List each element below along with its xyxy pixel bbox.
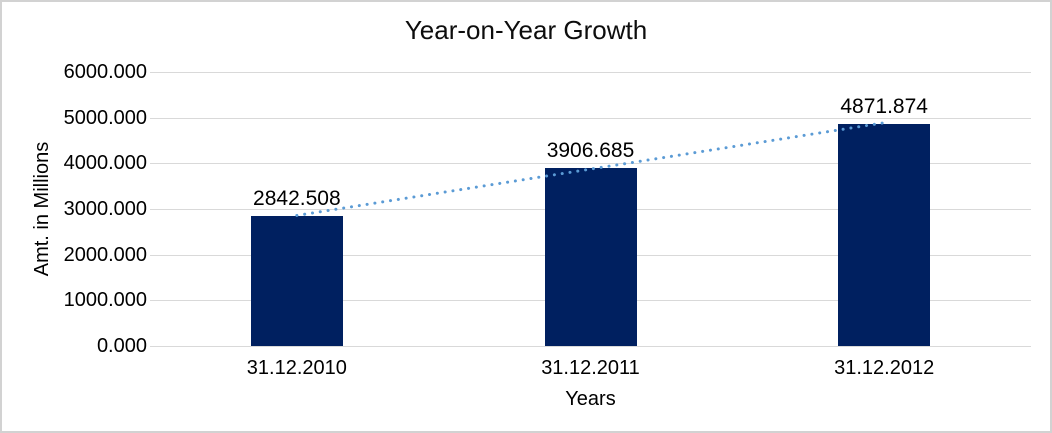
y-axis-tick-label: 3000.000 [63,198,147,220]
gridline [150,346,1031,347]
plot-area: 2842.508 31.12.2010 3906.685 31.12.2011 4871… [150,72,1031,379]
y-axis-tick-label: 4000.000 [63,152,147,175]
bar-31.12.2011 [544,167,637,346]
data-label: 3906.685 [546,138,635,162]
x-axis-title: Years [565,388,616,410]
chart-title: Year-on-Year Growth [404,15,648,45]
y-axis-tick-label: 6000.000 [63,61,147,83]
y-axis-tick-label: 1000.000 [63,289,147,312]
gridline [150,163,1031,165]
y-axis-tick-label: 5000.000 [63,106,147,129]
data-label: 2842.508 [253,187,341,211]
gridline [150,117,1031,119]
bar-31.12.2010 [250,216,343,346]
x-axis-category-label: 31.12.2012 [834,357,935,379]
x-axis-category-label: 31.12.2011 [541,357,640,379]
x-axis-category-label: 31.12.2010 [246,357,347,379]
y-axis-tick-label: 2000.000 [63,243,147,266]
gridline [150,72,1031,73]
y-axis-tick-label: 0.000 [96,335,147,357]
trendline [295,121,886,217]
bar-31.12.2012 [838,123,931,346]
data-label: 4871.874 [840,94,928,118]
